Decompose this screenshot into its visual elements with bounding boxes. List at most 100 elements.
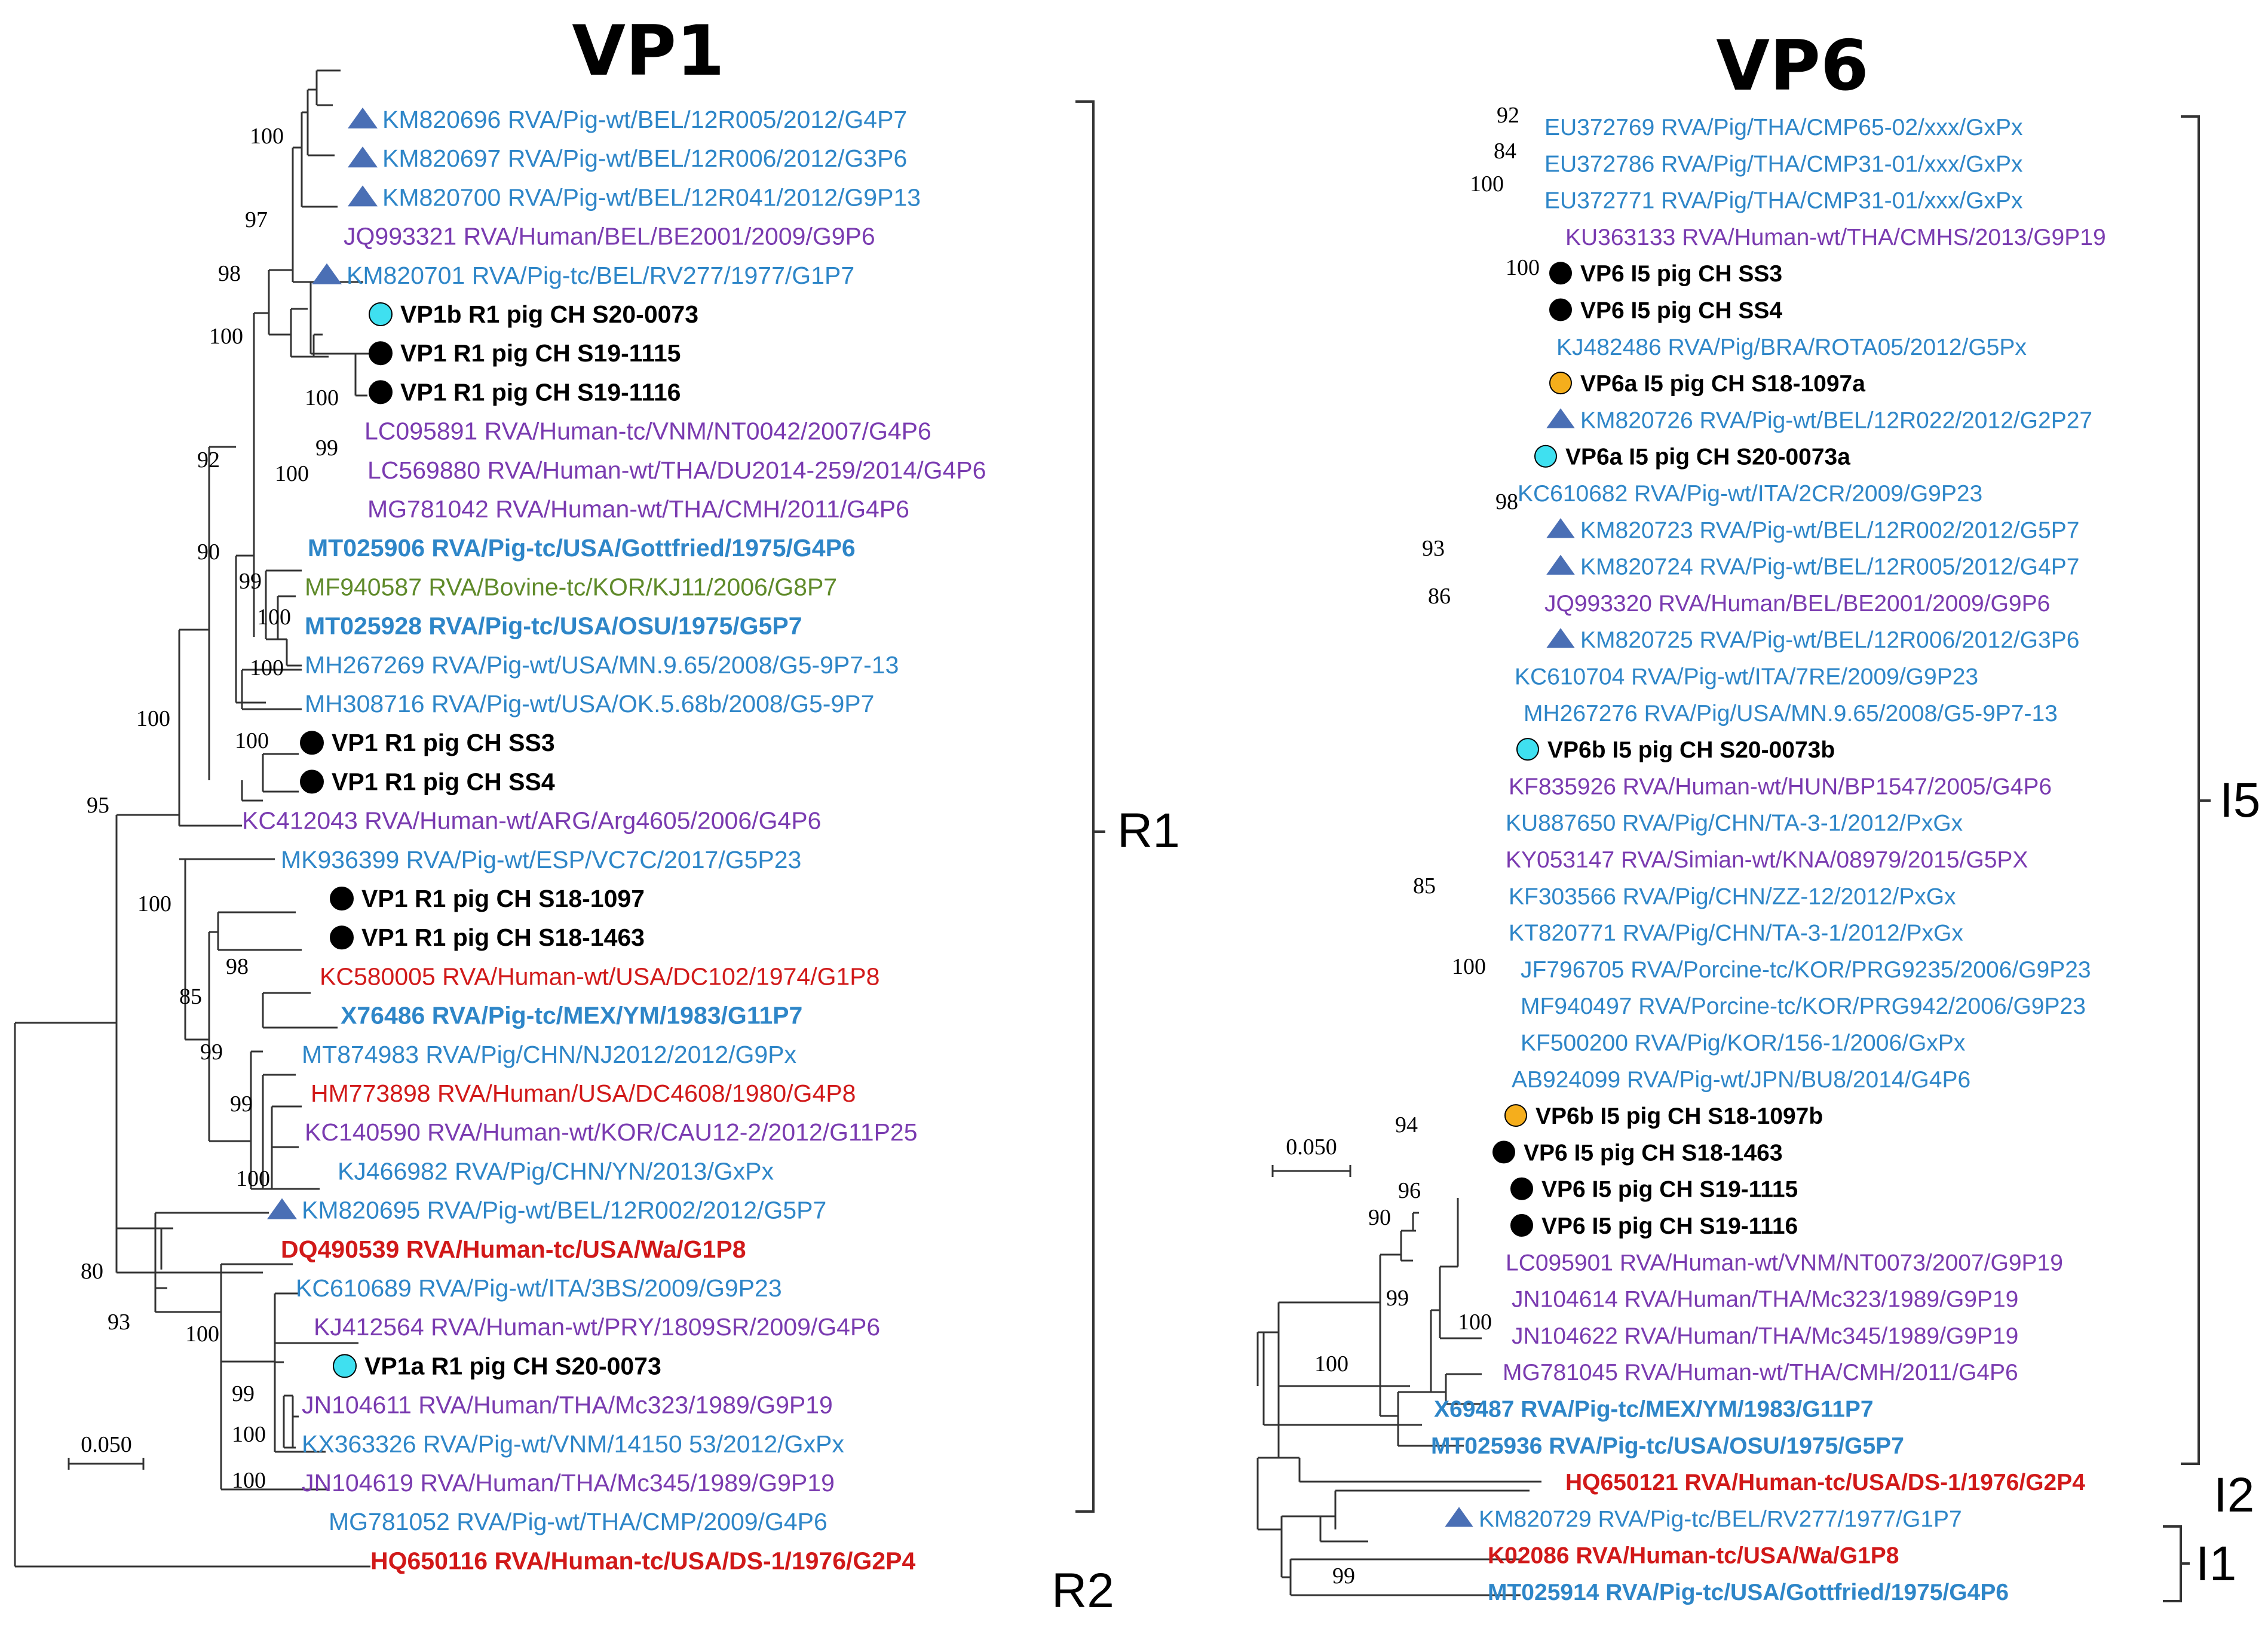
black-marker-icon: [300, 731, 324, 755]
vp1-scale-label: 0.050: [81, 1432, 132, 1457]
vp1-leaf-labels: KM820696 RVA/Pig-wt/BEL/12R005/2012/G4P7…: [242, 106, 986, 1574]
vp6-clade-bracket: [2163, 115, 2211, 1602]
vp6-leaf-label: KT820771 RVA/Pig/CHN/TA-3-1/2012/PxGx: [1509, 921, 1963, 946]
triangle-marker-icon: [1445, 1507, 1473, 1527]
vp6-leaf-label: EU372769 RVA/Pig/THA/CMP65-02/xxx/GxPx: [1544, 115, 2023, 140]
black-marker-icon: [1549, 262, 1572, 285]
vp6-leaf-label: EU372771 RVA/Pig/THA/CMP31-01/xxx/GxPx: [1544, 188, 2023, 214]
clade-label-i5: I5: [2220, 773, 2260, 827]
vp6-leaf-label: MH267276 RVA/Pig/USA/MN.9.65/2008/G5-9P7…: [1524, 701, 2058, 726]
vp1-bootstrap-value: 100: [305, 385, 339, 410]
vp6-bootstrap-value: 90: [1368, 1205, 1391, 1230]
vp1-bootstrap-value: 99: [232, 1381, 255, 1406]
vp6-leaf-label: KY053147 RVA/Simian-wt/KNA/08979/2015/G5…: [1506, 847, 2028, 873]
vp1-leaf-label: KJ412564 RVA/Human-wt/PRY/1809SR/2009/G4…: [314, 1313, 880, 1341]
vp6-leaf-label: VP6b I5 pig CH S20-0073b: [1547, 737, 1835, 763]
vp1-leaf-label: KM820700 RVA/Pig-wt/BEL/12R041/2012/G9P1…: [382, 183, 921, 211]
vp1-leaf-label: DQ490539 RVA/Human-tc/USA/Wa/G1P8: [281, 1236, 746, 1263]
vp1-leaf-label: VP1 R1 pig CH S18-1097: [361, 885, 645, 912]
vp1-leaf-label: MG781042 RVA/Human-wt/THA/CMH/2011/G4P6: [367, 495, 909, 523]
vp6-leaf-label: VP6a I5 pig CH S20-0073a: [1565, 444, 1850, 470]
vp1-leaf-label: VP1 R1 pig CH SS4: [332, 768, 555, 795]
vp6-leaf-label: KJ482486 RVA/Pig/BRA/ROTA05/2012/G5Px: [1556, 335, 2027, 360]
vp1-leaf-label: KM820696 RVA/Pig-wt/BEL/12R005/2012/G4P7: [382, 106, 907, 133]
vp6-leaf-label: VP6 I5 pig CH SS4: [1580, 298, 1782, 324]
cyan-marker-icon: [1516, 738, 1539, 761]
vp6-bootstrap-value: 100: [1452, 954, 1486, 979]
vp1-leaf-label: MH308716 RVA/Pig-wt/USA/OK.5.68b/2008/G5…: [305, 690, 874, 718]
vp6-bootstrap-value: 85: [1413, 873, 1436, 899]
vp6-leaf-label: VP6 I5 pig CH S18-1463: [1524, 1140, 1783, 1166]
vp1-bootstrap-value: 85: [179, 984, 202, 1009]
vp1-leaf-label: KC610689 RVA/Pig-wt/ITA/3BS/2009/G9P23: [296, 1274, 782, 1302]
vp6-leaf-label: KU887650 RVA/Pig/CHN/TA-3-1/2012/PxGx: [1506, 811, 1963, 836]
vp6-title: VP6: [1716, 26, 1869, 106]
vp6-leaf-label: KF500200 RVA/Pig/KOR/156-1/2006/GxPx: [1521, 1031, 1966, 1056]
black-marker-icon: [1510, 1177, 1533, 1200]
triangle-marker-icon: [348, 108, 378, 128]
vp1-leaf-label: LC095891 RVA/Human-tc/VNM/NT0042/2007/G4…: [364, 418, 931, 445]
vp1-leaf-label: VP1 R1 pig CH S19-1116: [400, 378, 681, 406]
vp6-leaf-label: JN104614 RVA/Human/THA/Mc323/1989/G9P19: [1512, 1287, 2018, 1313]
vp1-bootstrap-value: 98: [226, 954, 249, 979]
vp1-leaf-label: KX363326 RVA/Pig-wt/VNM/14150 53/2012/Gx…: [302, 1430, 844, 1458]
vp6-bootstrap-value: 84: [1494, 139, 1516, 164]
vp6-bootstrap-value: 99: [1332, 1564, 1355, 1589]
vp6-bootstrap-value: 100: [1470, 171, 1504, 197]
vp1-bootstrap-value: 100: [232, 1468, 266, 1493]
triangle-marker-icon: [267, 1198, 297, 1219]
vp1-leaf-label: KC412043 RVA/Human-wt/ARG/Arg4605/2006/G…: [242, 807, 821, 835]
vp6-bootstrap-value: 100: [1506, 255, 1540, 280]
vp6-leaf-label: KM820724 RVA/Pig-wt/BEL/12R005/2012/G4P7: [1580, 554, 2079, 580]
vp6-leaf-label: JQ993320 RVA/Human/BEL/BE2001/2009/G9P6: [1544, 591, 2050, 617]
vp1-leaf-label: KJ466982 RVA/Pig/CHN/YN/2013/GxPx: [338, 1157, 774, 1185]
vp1-bootstrap-value: 100: [250, 655, 284, 680]
vp6-leaf-label: MG781045 RVA/Human-wt/THA/CMH/2011/G4P6: [1503, 1360, 2018, 1385]
vp6-leaf-label: VP6a I5 pig CH S18-1097a: [1580, 371, 1865, 397]
triangle-marker-icon: [348, 146, 378, 168]
clade-label-i2: I2: [2214, 1468, 2254, 1522]
vp1-bootstrap-value: 90: [197, 539, 220, 565]
vp1-bootstrap-value: 100: [185, 1322, 219, 1347]
vp1-bootstrap-value: 92: [197, 447, 220, 473]
triangle-marker-icon: [1546, 628, 1575, 648]
vp1-leaf-label: HM773898 RVA/Human/USA/DC4608/1980/G4P8: [311, 1080, 856, 1107]
vp6-leaf-label: KM820726 RVA/Pig-wt/BEL/12R022/2012/G2P2…: [1580, 407, 2092, 433]
vp6-leaf-label: JF796705 RVA/Porcine-tc/KOR/PRG9235/2006…: [1521, 957, 2091, 983]
vp1-leaf-label: LC569880 RVA/Human-wt/THA/DU2014-259/201…: [367, 456, 986, 484]
vp1-bootstrap-value: 97: [245, 207, 268, 232]
triangle-marker-icon: [1546, 554, 1575, 575]
vp1-bootstrap-values: 1009798100100991009290991001001001009510…: [81, 124, 339, 1493]
vp1-bootstrap-value: 80: [81, 1259, 103, 1284]
black-marker-icon: [369, 380, 393, 404]
vp6-leaf-labels: EU372769 RVA/Pig/THA/CMP65-02/xxx/GxPx EU…: [1431, 115, 2106, 1605]
vp1-leaf-label: JQ993321 RVA/Human/BEL/BE2001/2009/G9P6: [344, 223, 875, 250]
vp1-bootstrap-value: 100: [136, 706, 170, 731]
vp1-leaf-label: MG781052 RVA/Pig-wt/THA/CMP/2009/G4P6: [329, 1508, 827, 1535]
vp1-bootstrap-value: 100: [232, 1422, 266, 1447]
vp6-leaf-label: KM820725 RVA/Pig-wt/BEL/12R006/2012/G3P6: [1580, 627, 2079, 653]
vp6-leaf-label: EU372786 RVA/Pig/THA/CMP31-01/xxx/GxPx: [1544, 151, 2023, 177]
triangle-marker-icon: [1546, 518, 1575, 538]
vp1-bootstrap-value: 100: [235, 728, 269, 753]
vp6-tree-branches: [1256, 1198, 1541, 1596]
vp1-leaf-label: MT025906 RVA/Pig-tc/USA/Gottfried/1975/G…: [308, 534, 856, 562]
vp1-leaf-label: HQ650116 RVA/Human-tc/USA/DS-1/1976/G2P4: [370, 1547, 915, 1574]
cyan-marker-icon: [1534, 444, 1557, 468]
vp6-bootstrap-value: 96: [1398, 1178, 1421, 1203]
vp1-bootstrap-value: 100: [236, 1166, 270, 1191]
vp6-leaf-label: JN104622 RVA/Human/THA/Mc345/1989/G9P19: [1512, 1323, 2018, 1349]
vp1-leaf-label: KC140590 RVA/Human-wt/KOR/CAU12-2/2012/G…: [305, 1118, 918, 1146]
vp1-bootstrap-value: 100: [250, 124, 284, 149]
vp6-leaf-label: HQ650121 RVA/Human-tc/USA/DS-1/1976/G2P4: [1565, 1470, 2085, 1495]
vp6-bootstrap-value: 94: [1395, 1112, 1418, 1138]
vp6-leaf-label: X69487 RVA/Pig-tc/MEX/YM/1983/G11P7: [1434, 1397, 1874, 1423]
vp6-bootstrap-value: 100: [1458, 1310, 1492, 1335]
clade-label-r2: R2: [1052, 1564, 1114, 1618]
vp6-leaf-label: VP6 I5 pig CH S19-1116: [1541, 1213, 1798, 1239]
vp6-bootstrap-value: 86: [1428, 584, 1451, 609]
vp1-bootstrap-value: 99: [239, 569, 262, 594]
